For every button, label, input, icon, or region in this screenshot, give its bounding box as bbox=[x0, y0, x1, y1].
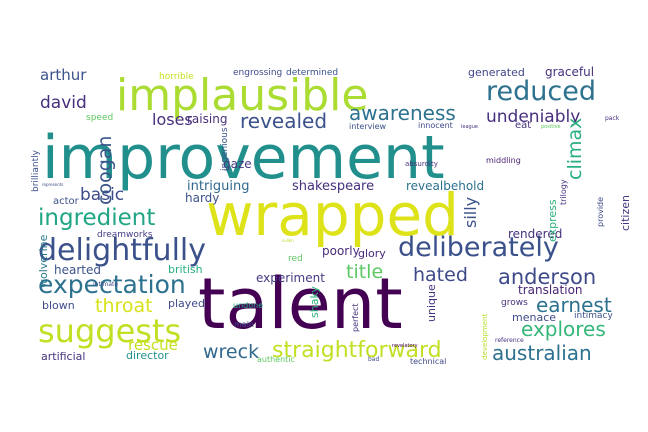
word-explores: explores bbox=[521, 317, 606, 341]
word-australian: australian bbox=[492, 341, 592, 365]
word-anderson: anderson bbox=[498, 265, 596, 289]
word-main: main bbox=[234, 320, 254, 329]
word-undone: undone bbox=[233, 301, 263, 310]
word-arthur: arthur bbox=[40, 66, 87, 84]
word-middling: middling bbox=[486, 156, 521, 165]
word-poorly: poorly bbox=[322, 244, 360, 258]
word-title: title bbox=[346, 261, 383, 283]
word-red: red bbox=[288, 254, 303, 264]
word-rescue: rescue bbox=[128, 336, 178, 354]
word-straightforward: straightforward bbox=[272, 338, 442, 363]
word-actor: actor bbox=[53, 196, 80, 207]
word-expectation: expectation bbox=[38, 270, 186, 299]
word-revelatory: revelatory bbox=[392, 343, 418, 349]
word-technical: technical bbox=[410, 357, 446, 366]
word-positive: positive bbox=[541, 124, 561, 130]
word-throat: throat bbox=[95, 295, 153, 317]
word-intimacy: intimacy bbox=[574, 311, 613, 321]
word-coogan: coogan bbox=[94, 136, 116, 205]
word-ingredient: ingredient bbox=[38, 205, 155, 231]
word-wreck: wreck bbox=[203, 341, 259, 363]
word-revealbehold: revealbehold bbox=[406, 179, 484, 193]
word-authentic: authentic bbox=[257, 355, 295, 364]
word-blown: blown bbox=[42, 299, 75, 312]
word-express: express bbox=[546, 199, 559, 242]
word-sullen: sullen bbox=[282, 238, 294, 243]
word-intriguing: intriguing bbox=[187, 179, 250, 194]
word-suggests: suggests bbox=[38, 312, 181, 350]
word-reduced: reduced bbox=[486, 76, 596, 107]
word-wrapped: wrapped bbox=[206, 181, 459, 249]
word-unique: unique bbox=[425, 284, 438, 322]
word-glory: glory bbox=[358, 247, 386, 260]
word-represents: represents bbox=[42, 182, 63, 187]
word-revealed: revealed bbox=[240, 109, 327, 133]
word-shakespeare: shakespeare bbox=[292, 179, 374, 194]
word-rendered: rendered bbox=[508, 227, 562, 241]
word-brilliantly: brilliantly bbox=[31, 149, 41, 192]
word-improvement: improvement bbox=[42, 123, 445, 193]
word-determined: determined bbox=[286, 68, 338, 78]
word-reference: reference bbox=[495, 337, 524, 344]
word-earnest: earnest bbox=[536, 293, 612, 317]
word-basic: basic bbox=[80, 185, 124, 205]
word-played: played bbox=[168, 297, 205, 310]
word-hardy: hardy bbox=[185, 191, 219, 205]
word-grows: grows bbox=[501, 298, 528, 308]
word-implausible: implausible bbox=[116, 70, 368, 121]
word-interview: interview bbox=[349, 122, 387, 131]
word-innocent: innocent bbox=[418, 121, 453, 130]
word-engrossing: engrossing bbox=[233, 68, 282, 78]
word-hated: hated bbox=[413, 264, 468, 286]
word-trilogy: trilogy bbox=[559, 179, 568, 205]
word-provide: provide bbox=[596, 197, 605, 227]
word-raising: raising bbox=[187, 112, 227, 126]
word-dreamworks: dreamworks bbox=[97, 230, 153, 240]
word-development: development bbox=[481, 314, 489, 360]
word-citizen: citizen bbox=[619, 195, 632, 231]
word-silly: silly bbox=[461, 197, 480, 228]
word-gaze: gaze bbox=[223, 157, 252, 171]
word-horrible: horrible bbox=[159, 72, 194, 82]
word-wolverine: wolverine bbox=[37, 234, 50, 288]
word-awareness: awareness bbox=[349, 101, 456, 125]
word-translation: translation bbox=[518, 283, 583, 297]
word-menace: menace bbox=[512, 311, 556, 324]
word-shaky: shaky bbox=[308, 286, 321, 318]
word-hearted: hearted bbox=[54, 263, 101, 277]
word-speed: speed bbox=[86, 113, 113, 123]
word-league: league bbox=[461, 124, 478, 130]
word-deliberately: deliberately bbox=[398, 232, 559, 263]
word-director: director bbox=[126, 349, 169, 362]
word-intimate: intimate bbox=[93, 281, 118, 288]
word-undeniably: undeniably bbox=[486, 107, 580, 127]
word-graceful: graceful bbox=[545, 65, 594, 79]
word-david: david bbox=[40, 93, 87, 113]
word-bad: bad bbox=[368, 356, 379, 363]
word-loses: loses bbox=[152, 110, 193, 129]
word-pack: pack bbox=[605, 115, 620, 122]
word-artificial: artificial bbox=[41, 350, 85, 363]
word-ingenious: ingenious bbox=[220, 127, 230, 171]
word-british: british bbox=[168, 263, 203, 276]
word-delightfully: delightfully bbox=[38, 233, 206, 268]
word-generated: generated bbox=[468, 66, 525, 79]
word-climax: climax bbox=[564, 118, 586, 180]
word-eat: eat bbox=[515, 120, 531, 131]
word-perfect: perfect bbox=[351, 303, 360, 332]
word-talent: talent bbox=[198, 263, 403, 345]
word-experiment: experiment bbox=[256, 271, 325, 285]
word-absurdity: absurdity bbox=[405, 160, 438, 168]
